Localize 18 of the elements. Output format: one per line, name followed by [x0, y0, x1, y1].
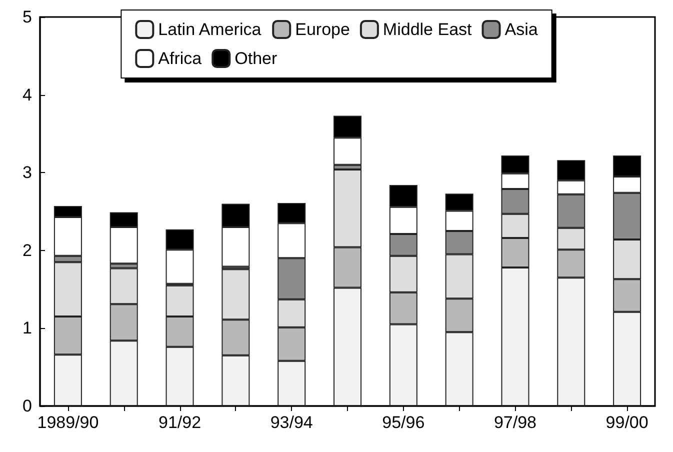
- x-tick-label: 93/94: [270, 413, 313, 432]
- x-tick-label: 97/98: [494, 413, 536, 432]
- x-tick-label: 99/00: [606, 413, 648, 432]
- legend-label: Other: [234, 49, 278, 68]
- x-tick-label: 1989/90: [37, 413, 99, 432]
- y-tick-label: 2: [22, 240, 32, 260]
- y-tick-label: 3: [22, 163, 32, 182]
- legend-label: Latin America: [158, 20, 262, 39]
- y-tick-label: 1: [22, 318, 32, 338]
- legend-label: Europe: [295, 20, 350, 39]
- y-tick-label: 0: [22, 396, 32, 416]
- legend-label: Asia: [504, 20, 538, 39]
- legend-label: Middle East: [382, 20, 472, 39]
- x-tick-label: 91/92: [158, 413, 202, 432]
- x-tick-label: 95/96: [382, 413, 425, 432]
- y-tick-label: 5: [22, 8, 32, 26]
- y-tick-label: 4: [22, 85, 32, 104]
- legend-label: Africa: [158, 49, 202, 68]
